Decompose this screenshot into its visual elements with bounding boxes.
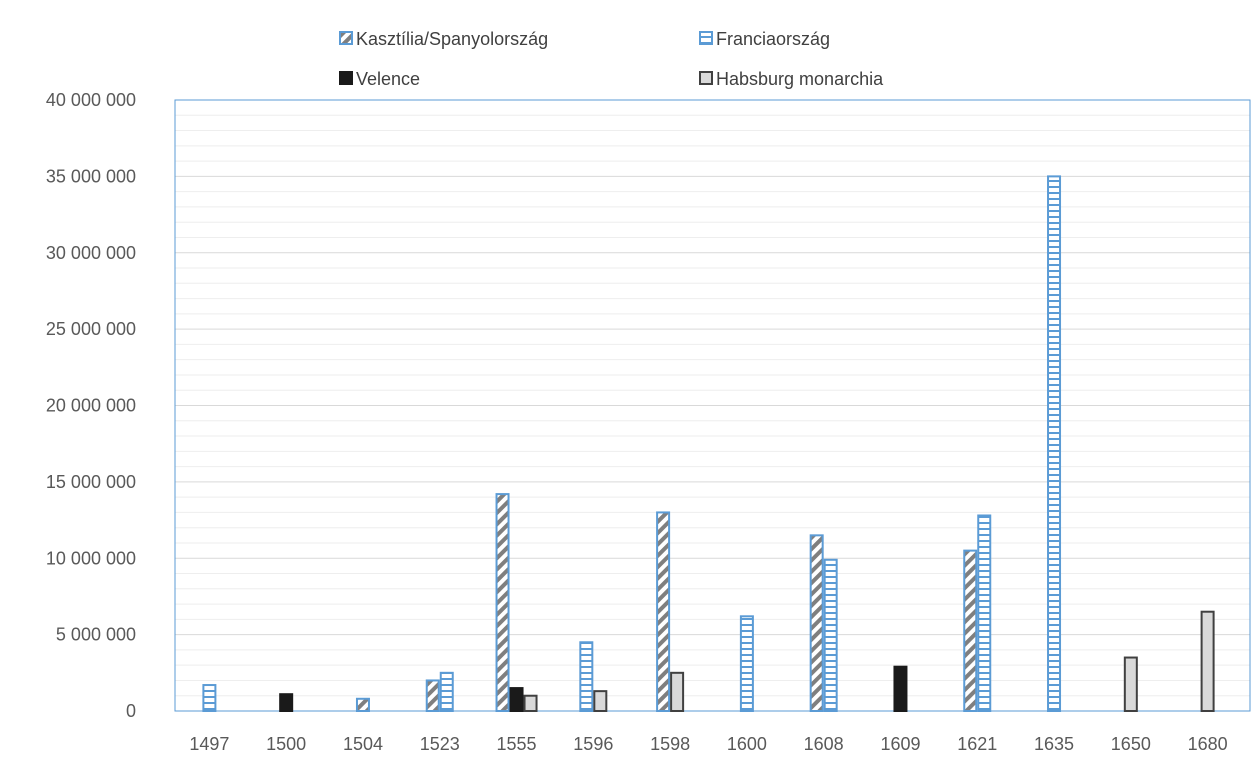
x-tick-label: 1596 (573, 734, 613, 754)
bar-velence-1609 (893, 665, 908, 713)
bar-franciaorsz-g-1635 (1047, 175, 1062, 712)
x-tick-label: 1650 (1111, 734, 1151, 754)
y-tick-label: 40 000 000 (46, 90, 136, 110)
x-tick-label: 1609 (880, 734, 920, 754)
legend-label: Franciaország (716, 29, 830, 49)
x-tick-label: 1608 (804, 734, 844, 754)
x-tick-label: 1500 (266, 734, 306, 754)
bar-franciaorsz-g-1497 (202, 684, 217, 712)
legend-label: Velence (356, 69, 420, 89)
bar-velence-1555 (509, 687, 524, 713)
x-tick-label: 1523 (420, 734, 460, 754)
legend: Kasztília/Spanyolország Franciaország Vele… (339, 29, 884, 89)
legend-swatch (699, 31, 713, 45)
y-tick-label: 30 000 000 (46, 243, 136, 263)
y-tick-label: 10 000 000 (46, 548, 136, 568)
bar-kaszt-lia-spanyolorsz-g-1504 (355, 697, 370, 713)
legend-swatch (339, 71, 353, 85)
bar-habsburg-monarchia-1596 (593, 690, 608, 713)
y-tick-label: 5 000 000 (56, 625, 136, 645)
bar-franciaorsz-g-1596 (579, 641, 594, 713)
legend-label: Habsburg monarchia (716, 69, 884, 89)
plot-area-border (174, 99, 1251, 712)
bar-kaszt-lia-spanyolorsz-g-1555 (495, 493, 510, 712)
x-tick-label: 1598 (650, 734, 690, 754)
x-axis-tick-labels: 1497 1500 1504 1523 1555 1596 1598 1600 1608 1609… (189, 734, 1227, 754)
x-tick-label: 1621 (957, 734, 997, 754)
bar-kaszt-lia-spanyolorsz-g-1621 (963, 549, 978, 712)
bar-habsburg-monarchia-1680 (1200, 610, 1215, 713)
bar-kaszt-lia-spanyolorsz-g-1523 (425, 679, 440, 713)
y-tick-label: 0 (126, 701, 136, 721)
legend-label: Kasztília/Spanyolország (356, 29, 548, 49)
x-tick-label: 1600 (727, 734, 767, 754)
legend-swatch (699, 71, 713, 85)
bar-kaszt-lia-spanyolorsz-g-1608 (809, 534, 824, 713)
x-tick-label: 1504 (343, 734, 383, 754)
bar-habsburg-monarchia-1598 (670, 671, 685, 712)
y-axis-tick-labels: 0 5 000 000 10 000 000 15 000 000 20 000 000… (46, 90, 136, 721)
x-tick-label: 1555 (497, 734, 537, 754)
x-tick-label: 1497 (189, 734, 229, 754)
bar-habsburg-monarchia-1555 (523, 694, 538, 712)
gridlines (175, 114, 1250, 697)
bar-habsburg-monarchia-1650 (1123, 656, 1138, 712)
bar-velence-1500 (279, 693, 294, 713)
bar-franciaorsz-g-1621 (977, 514, 992, 712)
bar-franciaorsz-g-1600 (739, 615, 754, 712)
y-tick-label: 15 000 000 (46, 472, 136, 492)
y-tick-label: 20 000 000 (46, 396, 136, 416)
x-tick-label: 1680 (1188, 734, 1228, 754)
bars (202, 175, 1215, 713)
y-tick-label: 25 000 000 (46, 319, 136, 339)
bar-franciaorsz-g-1523 (439, 671, 454, 712)
bar-franciaorsz-g-1608 (823, 558, 838, 713)
legend-swatch (339, 31, 353, 45)
bar-kaszt-lia-spanyolorsz-g-1598 (656, 511, 671, 712)
x-tick-label: 1635 (1034, 734, 1074, 754)
y-tick-label: 35 000 000 (46, 166, 136, 186)
